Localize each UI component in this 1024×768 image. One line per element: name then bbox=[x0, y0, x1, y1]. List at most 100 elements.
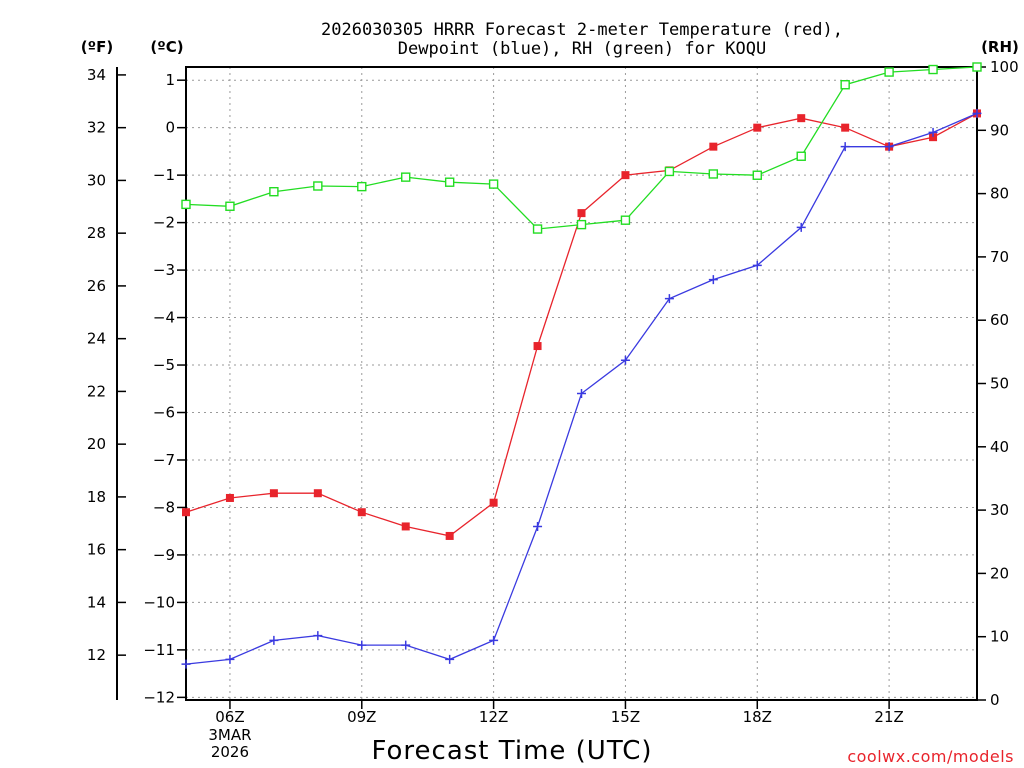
fahrenheit-unit-label: (ºF) bbox=[81, 38, 113, 56]
celsius-tick-label: −9 bbox=[153, 546, 175, 564]
x-date-label: 3MAR bbox=[208, 726, 251, 744]
data-point bbox=[928, 64, 938, 75]
x-axis-title: Forecast Time (UTC) bbox=[371, 736, 652, 766]
grid-lines bbox=[186, 67, 977, 700]
data-point bbox=[181, 659, 191, 669]
rh-tick-label: 20 bbox=[990, 564, 1009, 582]
data-point bbox=[752, 260, 762, 270]
rh-tick-label: 70 bbox=[990, 248, 1009, 266]
data-point bbox=[269, 489, 278, 498]
data-point bbox=[532, 224, 543, 234]
data-point bbox=[269, 635, 279, 645]
data-point bbox=[225, 493, 234, 502]
celsius-tick-label: −5 bbox=[153, 356, 175, 374]
rh-tick-label: 100 bbox=[990, 58, 1019, 76]
fahrenheit-tick-label: 16 bbox=[87, 541, 106, 559]
fahrenheit-tick-label: 18 bbox=[87, 488, 106, 506]
data-point bbox=[664, 166, 675, 177]
rh-tick-label: 30 bbox=[990, 501, 1009, 519]
rh-tick-label: 90 bbox=[990, 121, 1009, 139]
data-point bbox=[708, 169, 719, 179]
celsius-tick-label: −6 bbox=[153, 404, 175, 422]
data-point bbox=[621, 171, 630, 180]
data-point bbox=[357, 640, 367, 650]
data-point bbox=[357, 508, 366, 517]
data-point bbox=[401, 172, 411, 182]
data-point bbox=[840, 142, 850, 152]
rh-tick-label: 0 bbox=[990, 691, 1000, 709]
x-tick-label: 09Z bbox=[347, 708, 376, 726]
fahrenheit-tick-label: 12 bbox=[87, 646, 106, 664]
rh-tick-label: 80 bbox=[990, 185, 1009, 203]
data-point bbox=[709, 142, 718, 151]
rh-unit-label: (RH) bbox=[981, 38, 1019, 56]
series-group-1 bbox=[182, 109, 981, 540]
data-point bbox=[753, 123, 762, 132]
celsius-tick-label: −7 bbox=[153, 451, 175, 469]
celsius-tick-label: −1 bbox=[153, 166, 175, 184]
data-point bbox=[269, 187, 279, 197]
data-point bbox=[972, 108, 982, 118]
x-tick-label: 21Z bbox=[874, 708, 903, 726]
data-point bbox=[620, 355, 630, 365]
celsius-tick-label: 1 bbox=[165, 71, 175, 89]
x-tick-label: 18Z bbox=[743, 708, 772, 726]
rh-tick-label: 60 bbox=[990, 311, 1009, 329]
data-point bbox=[884, 67, 894, 77]
data-point bbox=[445, 531, 454, 540]
data-point bbox=[401, 522, 410, 531]
rh-tick-label: 10 bbox=[990, 628, 1009, 646]
fahrenheit-tick-label: 14 bbox=[87, 593, 106, 611]
data-point bbox=[841, 123, 850, 132]
data-point bbox=[664, 294, 674, 304]
fahrenheit-tick-label: 22 bbox=[87, 382, 106, 400]
data-point bbox=[401, 640, 411, 650]
fahrenheit-tick-label: 26 bbox=[87, 277, 106, 295]
data-point bbox=[796, 222, 806, 232]
series-line bbox=[185, 66, 978, 230]
celsius-tick-label: −2 bbox=[153, 214, 175, 232]
axes: 10−1−2−3−4−5−6−7−8−9−10−11−1234323028262… bbox=[87, 58, 1019, 761]
data-point bbox=[797, 114, 806, 123]
data-point bbox=[313, 181, 323, 191]
data-point bbox=[708, 275, 718, 285]
data-point bbox=[445, 654, 455, 664]
fahrenheit-tick-label: 30 bbox=[87, 171, 106, 189]
credit-text: coolwx.com/models bbox=[847, 747, 1014, 766]
chart-title-line-2: Dewpoint (blue), RH (green) for KOQU bbox=[398, 39, 766, 59]
data-point bbox=[489, 498, 498, 507]
data-point bbox=[357, 181, 367, 192]
data-point bbox=[928, 127, 938, 137]
data-point bbox=[533, 342, 542, 351]
data-point bbox=[796, 151, 806, 161]
series-line bbox=[185, 112, 978, 537]
data-point bbox=[313, 631, 323, 641]
celsius-tick-label: 0 bbox=[165, 119, 175, 137]
data-point bbox=[884, 142, 894, 152]
fahrenheit-tick-label: 28 bbox=[87, 224, 106, 242]
data-point bbox=[488, 179, 499, 189]
data-point bbox=[182, 508, 190, 517]
data-series bbox=[181, 62, 982, 669]
celsius-tick-label: −4 bbox=[153, 309, 175, 327]
series-group-3 bbox=[181, 62, 982, 234]
series-line bbox=[185, 112, 978, 665]
data-point bbox=[313, 489, 322, 498]
celsius-tick-label: −11 bbox=[143, 641, 175, 659]
rh-tick-label: 50 bbox=[990, 375, 1009, 393]
x-tick-label: 06Z bbox=[215, 708, 244, 726]
fahrenheit-tick-label: 32 bbox=[87, 119, 106, 137]
series-group-2 bbox=[181, 108, 982, 669]
data-point bbox=[444, 177, 455, 187]
x-tick-label: 15Z bbox=[611, 708, 640, 726]
chart-title-line-1: 2026030305 HRRR Forecast 2-meter Tempera… bbox=[321, 20, 843, 40]
celsius-unit-label: (ºC) bbox=[150, 38, 183, 56]
celsius-tick-label: −8 bbox=[153, 498, 175, 516]
fahrenheit-tick-label: 34 bbox=[87, 66, 106, 84]
data-point bbox=[577, 389, 586, 399]
celsius-tick-label: −10 bbox=[143, 593, 175, 611]
data-point bbox=[533, 521, 543, 531]
plot-frame bbox=[185, 66, 978, 701]
celsius-tick-label: −3 bbox=[153, 261, 175, 279]
